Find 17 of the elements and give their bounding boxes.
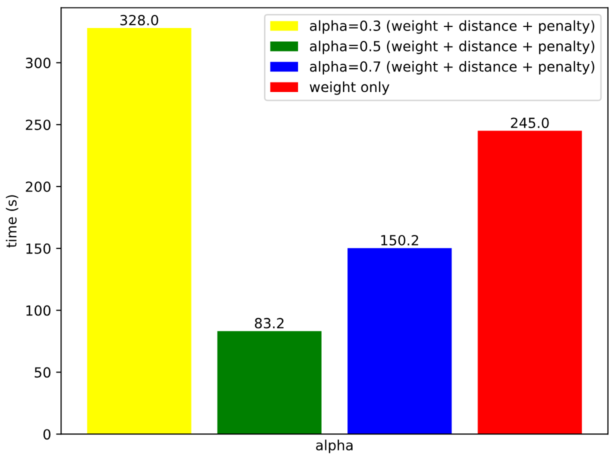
data-label: 83.2 (254, 318, 284, 328)
y-tick-label: 100 (26, 305, 50, 316)
legend-label: alpha=0.7 (weight + distance + penalty) (310, 61, 594, 74)
data-label: 150.2 (381, 234, 418, 246)
y-tick-label: 0 (43, 429, 50, 440)
legend-label: alpha=0.5 (weight + distance + penalty) (310, 40, 594, 54)
y-tick-label: 150 (26, 243, 50, 254)
y-axis-title: time (s) (6, 195, 18, 248)
y-tick-label: 200 (26, 181, 50, 192)
x-axis-title: alpha (316, 440, 353, 454)
legend-label: weight only (310, 81, 390, 95)
data-label: 245.0 (510, 118, 549, 128)
y-tick-label: 300 (26, 58, 50, 68)
y-tick-label: 50 (34, 367, 50, 378)
data-label: 328.0 (120, 14, 158, 26)
legend-label: alpha=0.3 (weight + distance + penalty) (310, 20, 594, 34)
y-tick-label: 250 (26, 120, 50, 130)
